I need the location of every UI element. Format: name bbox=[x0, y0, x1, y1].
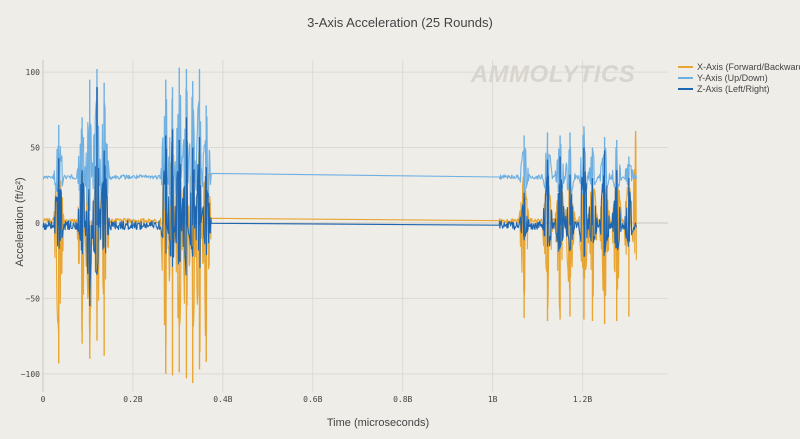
legend-item-0[interactable]: X-Axis (Forward/Backward) bbox=[678, 62, 800, 72]
x-tick-label: 0 bbox=[41, 395, 46, 404]
x-axis: 0 0.2B 0.4B 0.6B 0.8B 1B 1.2B bbox=[41, 395, 593, 404]
y-axis-title: Acceleration (ft/s²) bbox=[14, 177, 26, 266]
x-tick-label: 0.6B bbox=[303, 395, 322, 404]
y-tick-label: −100 bbox=[21, 370, 40, 379]
x-axis-title: Time (microseconds) bbox=[327, 417, 429, 429]
x-tick-label: 1.2B bbox=[573, 395, 592, 404]
legend[interactable]: X-Axis (Forward/Backward)Y-Axis (Up/Down… bbox=[678, 62, 800, 94]
legend-label: Z-Axis (Left/Right) bbox=[697, 84, 770, 94]
plot-area[interactable] bbox=[42, 67, 637, 383]
legend-item-2[interactable]: Z-Axis (Left/Right) bbox=[678, 84, 770, 94]
legend-label: Y-Axis (Up/Down) bbox=[697, 73, 768, 83]
legend-label: X-Axis (Forward/Backward) bbox=[697, 62, 800, 72]
watermark-logo: AMMOLYTICS bbox=[470, 61, 636, 88]
y-tick-label: 0 bbox=[35, 219, 40, 228]
y-tick-label: −50 bbox=[26, 294, 41, 303]
y-tick-label: 100 bbox=[26, 68, 41, 77]
chart-title: 3-Axis Acceleration (25 Rounds) bbox=[307, 15, 493, 30]
y-tick-label: 50 bbox=[30, 144, 40, 153]
series-2[interactable] bbox=[42, 87, 637, 306]
x-tick-label: 0.2B bbox=[123, 395, 142, 404]
x-tick-label: 0.8B bbox=[393, 395, 412, 404]
x-tick-label: 0.4B bbox=[213, 395, 232, 404]
series-line[interactable] bbox=[42, 141, 637, 294]
x-tick-label: 1B bbox=[488, 395, 498, 404]
series-line[interactable] bbox=[42, 87, 637, 232]
y-axis: 100 50 0 −50 −100 bbox=[21, 68, 40, 379]
legend-item-1[interactable]: Y-Axis (Up/Down) bbox=[678, 73, 768, 83]
